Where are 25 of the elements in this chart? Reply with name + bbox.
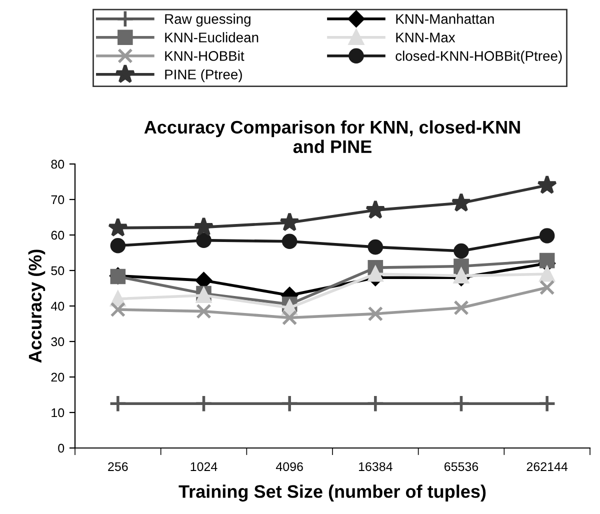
- legend-label: KNN-Max: [396, 32, 456, 42]
- y-tick-label: 60: [51, 230, 64, 240]
- y-tick-label: 80: [51, 160, 64, 169]
- legend-label: KNN-Manhattan: [396, 14, 494, 24]
- x-tick-label: 262144: [526, 462, 568, 472]
- y-tick-label: 0: [58, 444, 64, 453]
- y-tick-label: 40: [50, 302, 64, 311]
- y-tick-label: 70: [51, 195, 64, 204]
- legend-label: KNN-Euclidean: [165, 32, 258, 42]
- x-tick-label: 256: [108, 462, 128, 472]
- y-tick-label: 50: [51, 266, 64, 276]
- x-tick-label: 65536: [444, 462, 478, 472]
- x-tick-label: 1024: [190, 462, 218, 472]
- legend-label: KNN-HOBBit: [165, 50, 244, 61]
- y-tick-label: 20: [51, 372, 64, 382]
- y-axis-title: Accuracy (%): [28, 250, 46, 363]
- legend-label: PINE (Ptree): [165, 69, 242, 82]
- x-tick-label: 4096: [276, 462, 303, 472]
- y-tick-label: 30: [51, 337, 64, 346]
- legend-label: Raw guessing: [165, 14, 250, 27]
- legend-label: closed-KNN-HOBBit(Ptree): [396, 50, 562, 64]
- y-tick-label: 10: [52, 408, 64, 418]
- chart-title: Accuracy Comparison for KNN, closed-KNN and PINE: [144, 120, 520, 154]
- x-tick-label: 16384: [358, 462, 392, 472]
- x-axis-title: Training Set Size (number of tuples): [178, 484, 486, 502]
